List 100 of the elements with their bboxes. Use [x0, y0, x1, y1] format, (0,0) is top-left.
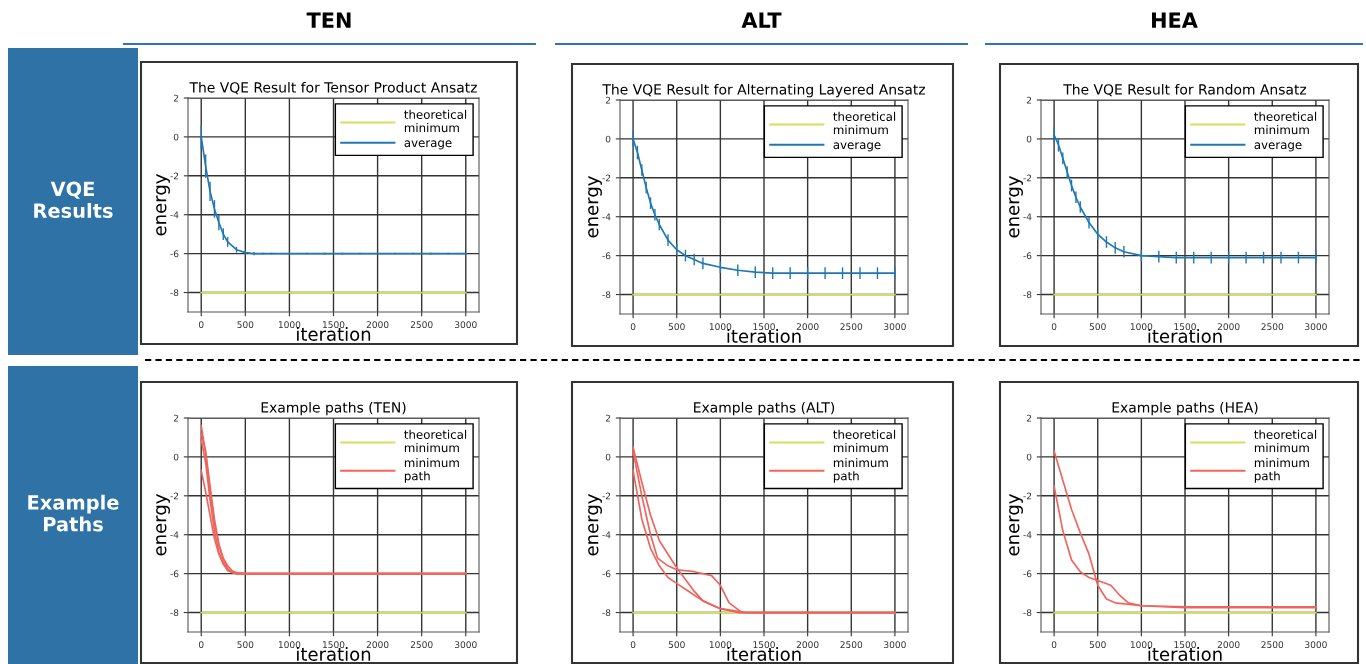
x-tick-label: 1500 — [323, 641, 345, 649]
x-tick-label: 3000 — [1305, 323, 1327, 331]
y-tick-label: -6 — [1023, 570, 1032, 578]
x-tick-label: 500 — [237, 321, 254, 329]
y-tick-label: -6 — [170, 250, 179, 258]
x-tick-label: 3000 — [884, 641, 906, 649]
x-tick-label: 2500 — [410, 641, 433, 649]
y-tick-label: -6 — [170, 570, 179, 578]
chart-title: The VQE Result for Tensor Product Ansatz — [189, 81, 477, 95]
text: HEA — [1152, 12, 1198, 28]
x-tick-label: 0 — [198, 321, 204, 329]
y-axis-title: energy — [1009, 176, 1023, 238]
x-tick-label: 3000 — [1305, 641, 1327, 649]
x-tick-label: 2500 — [840, 641, 863, 649]
x-tick-label: 3000 — [454, 641, 477, 649]
x-tick-label: 0 — [630, 641, 636, 649]
x-tick-label: 3000 — [454, 321, 477, 329]
x-axis-title: iteration — [1148, 328, 1222, 343]
legend-label: average — [833, 142, 881, 152]
text: TEN — [306, 12, 351, 28]
x-tick-label: 2000 — [1217, 323, 1240, 331]
x-tick-label: 1000 — [1130, 641, 1153, 649]
x-tick-label: 500 — [1089, 641, 1106, 649]
x-tick-label: 1500 — [753, 641, 775, 649]
x-tick-label: 2000 — [796, 641, 819, 649]
y-tick-label: -4 — [1023, 213, 1032, 221]
y-tick-label: -8 — [1023, 609, 1032, 617]
y-tick-label: -2 — [1023, 174, 1032, 182]
y-tick-label: -4 — [602, 531, 611, 539]
y-tick-label: -2 — [170, 492, 179, 500]
y-tick-label: -4 — [1023, 531, 1032, 539]
y-tick-label: 0 — [605, 135, 611, 143]
chart-title: The VQE Result for Random Ansatz — [1063, 83, 1307, 97]
legend-label: minimum path — [833, 457, 888, 483]
x-tick-label: 2000 — [366, 641, 389, 649]
y-tick-label: -8 — [170, 609, 179, 617]
x-tick-label: 0 — [1051, 323, 1057, 331]
x-tick-label: 1500 — [753, 323, 775, 331]
x-tick-label: 2000 — [796, 323, 819, 331]
x-tick-label: 1000 — [278, 321, 301, 329]
y-tick-label: -2 — [602, 492, 611, 500]
x-axis-title: iteration — [727, 646, 801, 661]
x-tick-label: 0 — [198, 641, 204, 649]
y-tick-label: 0 — [605, 453, 611, 461]
y-tick-label: -8 — [602, 291, 611, 299]
x-tick-label: 500 — [668, 323, 685, 331]
x-tick-label: 0 — [1051, 641, 1057, 649]
y-tick-label: 2 — [605, 96, 611, 104]
text: VQE Results — [34, 181, 113, 219]
chart-title: Example paths (TEN) — [261, 401, 406, 416]
y-tick-label: 2 — [173, 94, 179, 102]
x-tick-label: 1000 — [1130, 323, 1153, 331]
legend-label: average — [1254, 142, 1302, 152]
y-tick-label: -2 — [602, 174, 611, 182]
y-axis-title: energy — [588, 176, 602, 238]
legend-label: average — [404, 140, 452, 150]
y-tick-label: 0 — [1026, 453, 1032, 461]
x-tick-label: 2000 — [1217, 641, 1240, 649]
x-tick-label: 1500 — [1174, 323, 1196, 331]
y-tick-label: -4 — [170, 531, 179, 539]
legend-label: minimum path — [404, 457, 459, 483]
x-tick-label: 1000 — [709, 641, 732, 649]
y-tick-label: -6 — [602, 252, 611, 260]
x-tick-label: 1000 — [709, 323, 732, 331]
y-tick-label: -2 — [1023, 492, 1032, 500]
x-tick-label: 2500 — [410, 321, 433, 329]
chart-title: Example paths (ALT) — [694, 401, 835, 416]
x-tick-label: 1000 — [278, 641, 301, 649]
y-tick-label: 2 — [173, 414, 179, 422]
y-tick-label: -4 — [602, 213, 611, 221]
y-tick-label: -4 — [170, 211, 179, 219]
y-tick-label: 0 — [173, 133, 179, 141]
text: Example Paths — [28, 494, 119, 532]
x-tick-label: 500 — [668, 641, 685, 649]
y-tick-label: 0 — [173, 453, 179, 461]
y-tick-label: 0 — [1026, 135, 1032, 143]
x-tick-label: 2500 — [1261, 323, 1284, 331]
legend-label: minimum path — [1254, 457, 1309, 483]
x-tick-label: 500 — [1089, 323, 1106, 331]
y-tick-label: 2 — [1026, 96, 1032, 104]
y-tick-label: 2 — [605, 414, 611, 422]
x-tick-label: 2000 — [366, 321, 389, 329]
y-tick-label: -2 — [170, 172, 179, 180]
x-tick-label: 1500 — [323, 321, 345, 329]
x-tick-label: 2500 — [840, 323, 863, 331]
x-tick-label: 500 — [237, 641, 254, 649]
y-tick-label: -6 — [1023, 252, 1032, 260]
y-axis-title: energy — [588, 494, 602, 556]
x-tick-label: 3000 — [884, 323, 906, 331]
x-axis-title: iteration — [727, 328, 801, 343]
x-tick-label: 2500 — [1261, 641, 1284, 649]
y-axis-title: energy — [156, 494, 170, 556]
x-axis-title: iteration — [1148, 646, 1222, 661]
y-axis-title: energy — [1009, 494, 1023, 556]
y-tick-label: -8 — [1023, 291, 1032, 299]
text: ALT — [741, 12, 782, 28]
y-tick-label: 2 — [1026, 414, 1032, 422]
y-tick-label: -8 — [602, 609, 611, 617]
y-tick-label: -8 — [170, 289, 179, 297]
x-tick-label: 1500 — [1174, 641, 1196, 649]
